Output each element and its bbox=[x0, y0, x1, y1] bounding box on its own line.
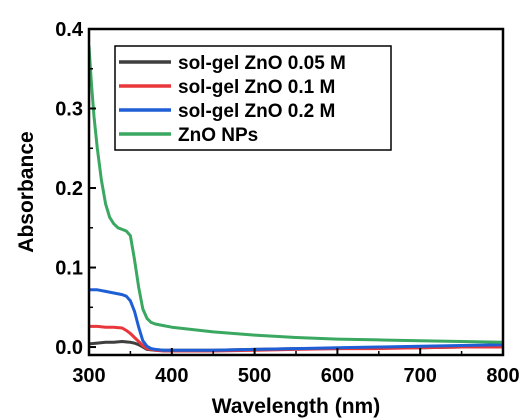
y-tick-label: 0.4 bbox=[55, 19, 84, 41]
y-tick-label: 0.0 bbox=[55, 337, 83, 359]
legend-label: sol-gel ZnO 0.2 M bbox=[178, 101, 335, 122]
legend-label: sol-gel ZnO 0.1 M bbox=[178, 77, 335, 98]
x-tick-label: 300 bbox=[72, 365, 105, 387]
legend: sol-gel ZnO 0.05 M sol-gel ZnO 0.1 M sol-g… bbox=[114, 45, 392, 151]
y-tick-label: 0.1 bbox=[55, 258, 83, 280]
x-axis-title: Wavelength (nm) bbox=[212, 395, 380, 418]
legend-label: ZnO NPs bbox=[178, 125, 258, 146]
x-tick-label: 600 bbox=[321, 365, 354, 387]
series-line-4 bbox=[89, 45, 503, 344]
ticks-layer: 300 400 500 600 700 800 0.0 0.1 0.2 0.3 0.4 bbox=[55, 19, 520, 387]
x-tick-label: 500 bbox=[238, 365, 271, 387]
series-line-3 bbox=[89, 288, 503, 352]
x-tick-label: 400 bbox=[155, 365, 188, 387]
y-tick-label: 0.3 bbox=[55, 99, 83, 121]
series-layer bbox=[89, 45, 503, 353]
x-tick-label: 800 bbox=[486, 365, 519, 387]
x-tick-label: 700 bbox=[404, 365, 437, 387]
y-axis-title: Absorbance bbox=[15, 131, 38, 252]
y-tick-label: 0.2 bbox=[55, 178, 83, 200]
legend-label: sol-gel ZnO 0.05 M bbox=[178, 53, 346, 74]
